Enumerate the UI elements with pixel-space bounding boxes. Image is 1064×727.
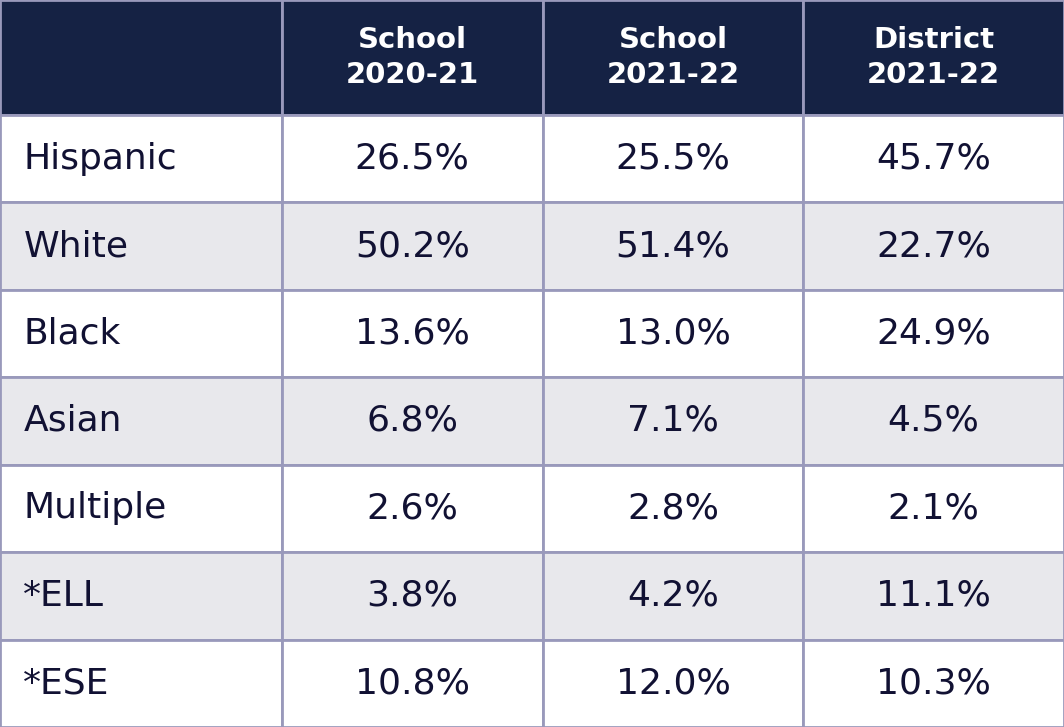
Text: 7.1%: 7.1% bbox=[627, 404, 719, 438]
Bar bbox=[282, 202, 543, 290]
Bar bbox=[803, 115, 1064, 202]
Bar bbox=[282, 552, 543, 640]
Bar bbox=[0, 202, 282, 290]
Text: 24.9%: 24.9% bbox=[877, 316, 991, 350]
Text: White: White bbox=[23, 229, 129, 263]
Bar bbox=[282, 640, 543, 727]
Bar bbox=[282, 465, 543, 552]
Text: 2.1%: 2.1% bbox=[887, 491, 980, 526]
Text: 2.6%: 2.6% bbox=[366, 491, 459, 526]
Bar bbox=[803, 290, 1064, 377]
Bar bbox=[543, 377, 803, 465]
Bar bbox=[0, 0, 282, 115]
Text: District
2021-22: District 2021-22 bbox=[867, 26, 1000, 89]
Text: 10.3%: 10.3% bbox=[877, 666, 991, 700]
Text: 51.4%: 51.4% bbox=[616, 229, 730, 263]
Bar bbox=[543, 202, 803, 290]
Text: 13.0%: 13.0% bbox=[616, 316, 730, 350]
Text: 45.7%: 45.7% bbox=[877, 142, 991, 176]
Bar bbox=[543, 552, 803, 640]
Bar bbox=[803, 465, 1064, 552]
Bar bbox=[0, 465, 282, 552]
Bar bbox=[803, 377, 1064, 465]
Text: 11.1%: 11.1% bbox=[877, 579, 991, 613]
Text: 25.5%: 25.5% bbox=[616, 142, 730, 176]
Text: Asian: Asian bbox=[23, 404, 122, 438]
Bar bbox=[803, 0, 1064, 115]
Bar bbox=[0, 377, 282, 465]
Text: 10.8%: 10.8% bbox=[354, 666, 470, 700]
Text: 2.8%: 2.8% bbox=[627, 491, 719, 526]
Bar bbox=[803, 202, 1064, 290]
Bar bbox=[0, 640, 282, 727]
Bar bbox=[282, 115, 543, 202]
Bar bbox=[543, 290, 803, 377]
Text: 13.6%: 13.6% bbox=[355, 316, 469, 350]
Bar bbox=[282, 290, 543, 377]
Text: 3.8%: 3.8% bbox=[366, 579, 459, 613]
Text: 26.5%: 26.5% bbox=[355, 142, 469, 176]
Text: School
2020-21: School 2020-21 bbox=[346, 26, 479, 89]
Bar bbox=[282, 0, 543, 115]
Bar bbox=[0, 115, 282, 202]
Text: 50.2%: 50.2% bbox=[355, 229, 469, 263]
Text: 4.2%: 4.2% bbox=[627, 579, 719, 613]
Text: 4.5%: 4.5% bbox=[887, 404, 980, 438]
Text: Black: Black bbox=[23, 316, 121, 350]
Text: Multiple: Multiple bbox=[23, 491, 167, 526]
Bar bbox=[543, 0, 803, 115]
Bar bbox=[0, 552, 282, 640]
Bar bbox=[803, 552, 1064, 640]
Text: Hispanic: Hispanic bbox=[23, 142, 177, 176]
Bar bbox=[282, 377, 543, 465]
Text: School
2021-22: School 2021-22 bbox=[606, 26, 739, 89]
Bar bbox=[543, 465, 803, 552]
Bar bbox=[543, 115, 803, 202]
Bar bbox=[803, 640, 1064, 727]
Text: 22.7%: 22.7% bbox=[877, 229, 991, 263]
Text: 12.0%: 12.0% bbox=[616, 666, 730, 700]
Text: 6.8%: 6.8% bbox=[366, 404, 459, 438]
Bar bbox=[0, 290, 282, 377]
Bar bbox=[543, 640, 803, 727]
Text: *ELL: *ELL bbox=[23, 579, 104, 613]
Text: *ESE: *ESE bbox=[23, 666, 110, 700]
